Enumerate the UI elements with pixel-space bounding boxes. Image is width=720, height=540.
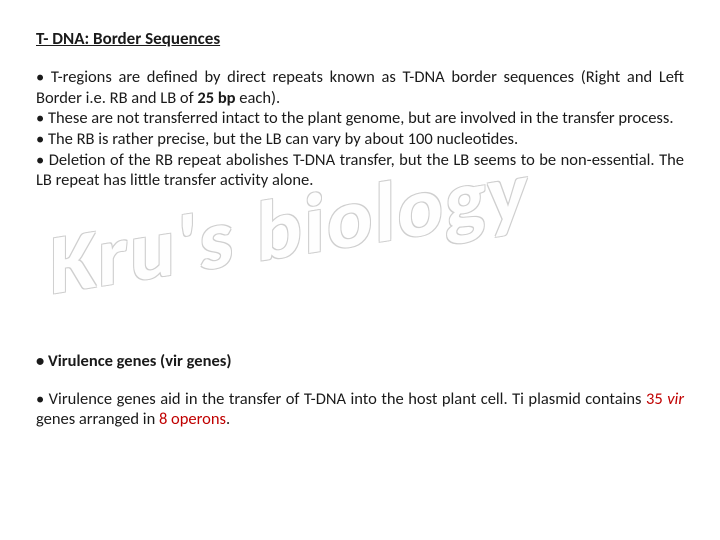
body2-num2: 8 operons: [159, 409, 226, 429]
bullet-2: • These are not transferred intact to th…: [36, 108, 684, 129]
bullet-4: • Deletion of the RB repeat abolishes T-…: [36, 150, 684, 191]
bullet-1: • T-regions are defined by direct repeat…: [36, 67, 684, 108]
bullet-1-bold: 25 bp: [197, 88, 235, 108]
body2-mid: genes arranged in: [36, 409, 159, 429]
body2-end: .: [226, 409, 230, 429]
body2-pre: • Virulence genes aid in the transfer of…: [36, 389, 646, 409]
subheading-text: Virulence genes (vir genes): [48, 351, 232, 371]
bullet-3: • The RB is rather precise, but the LB c…: [36, 129, 684, 150]
body-2: • Virulence genes aid in the transfer of…: [36, 389, 684, 430]
slide-heading: T- DNA: Border Sequences: [36, 28, 684, 49]
body2-num1: 35: [646, 389, 667, 409]
subheading: • Virulence genes (vir genes): [36, 351, 684, 371]
bullet-1-pre: • T-regions are defined by direct repeat…: [36, 67, 684, 108]
body2-vir: vir: [667, 389, 684, 409]
subheading-bullet: •: [36, 351, 48, 371]
bullet-1-post: each).: [236, 88, 281, 108]
